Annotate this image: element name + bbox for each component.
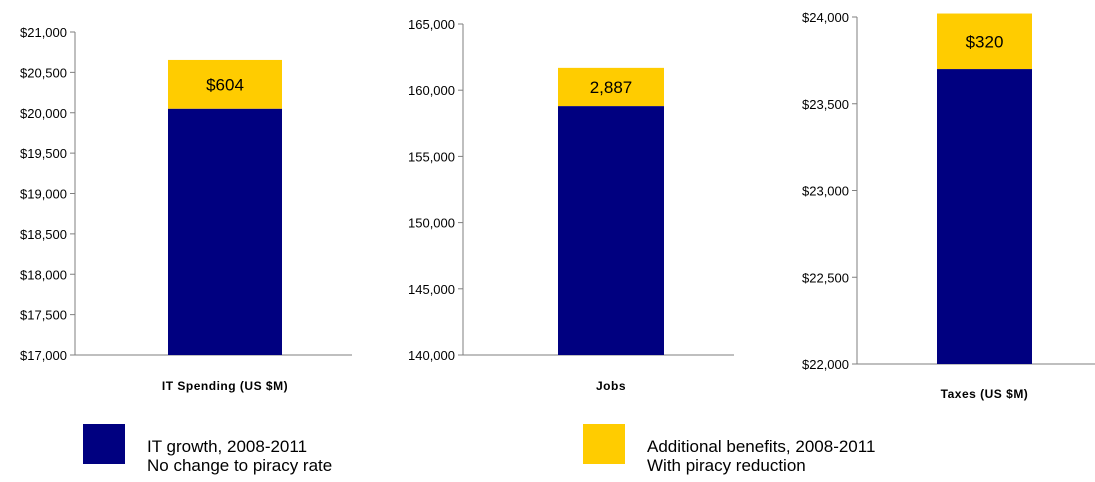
y-tick-label-0-6: $20,000 <box>20 106 67 121</box>
y-tick-label-0-2: $18,000 <box>20 267 67 282</box>
legend-swatch-it-growth <box>83 424 125 464</box>
y-tick-label-0-8: $21,000 <box>20 25 67 40</box>
y-tick-label-1-5: 165,000 <box>408 17 455 32</box>
legend-item-additional-benefits: Additional benefits, 2008-2011 With pira… <box>583 424 1003 475</box>
bar-it-growth-1 <box>558 106 664 355</box>
y-tick-label-1-4: 160,000 <box>408 83 455 98</box>
bar-additional-benefits-2 <box>937 13 1032 70</box>
y-tick-label-0-5: $19,500 <box>20 146 67 161</box>
legend-item-it-growth: IT growth, 2008-2011 No change to piracy… <box>83 424 403 475</box>
legend-sublabel-additional-benefits: With piracy reduction <box>647 456 806 475</box>
y-tick-label-0-3: $18,500 <box>20 227 67 242</box>
legend-label-additional-benefits: Additional benefits, 2008-2011 <box>647 437 876 456</box>
x-axis-label-2: Taxes (US $M) <box>941 387 1029 401</box>
data-label-0: $604 <box>206 75 244 94</box>
legend-label-it-growth: IT growth, 2008-2011 <box>147 437 308 456</box>
y-tick-label-0-4: $19,000 <box>20 187 67 202</box>
bar-it-growth-2 <box>937 69 1032 365</box>
y-tick-label-2-3: $23,500 <box>802 97 849 112</box>
bar-it-growth-0 <box>168 108 282 356</box>
y-tick-label-1-0: 140,000 <box>408 348 455 363</box>
x-axis-label-0: IT Spending (US $M) <box>162 379 288 393</box>
y-tick-label-2-0: $22,000 <box>802 357 849 372</box>
data-label-1: 2,887 <box>590 78 633 97</box>
bar-additional-benefits-1 <box>558 67 664 107</box>
y-tick-label-2-1: $22,500 <box>802 270 849 285</box>
data-label-2: $320 <box>966 32 1004 51</box>
bar-additional-benefits-0 <box>168 59 282 109</box>
y-tick-label-1-2: 150,000 <box>408 216 455 231</box>
legend-swatch-additional-benefits <box>583 424 625 464</box>
y-tick-label-1-1: 145,000 <box>408 282 455 297</box>
y-tick-label-2-2: $23,000 <box>802 184 849 199</box>
x-axis-label-1: Jobs <box>596 379 626 393</box>
charts-area: $17,000 $17,500 $18,000 $18,500 $19,000 $19,5… <box>20 10 1095 401</box>
y-tick-label-0-1: $17,500 <box>20 308 67 323</box>
legend-text-additional-benefits: Additional benefits, 2008-2011 With pira… <box>647 437 875 475</box>
y-tick-label-2-4: $24,000 <box>802 10 849 25</box>
legend-text-it-growth: IT growth, 2008-2011 No change to piracy… <box>147 437 332 475</box>
y-tick-label-1-3: 155,000 <box>408 149 455 164</box>
legend-sublabel-it-growth: No change to piracy rate <box>147 456 333 475</box>
y-tick-label-0-7: $20,500 <box>20 65 67 80</box>
y-tick-label-0-0: $17,000 <box>20 348 67 363</box>
